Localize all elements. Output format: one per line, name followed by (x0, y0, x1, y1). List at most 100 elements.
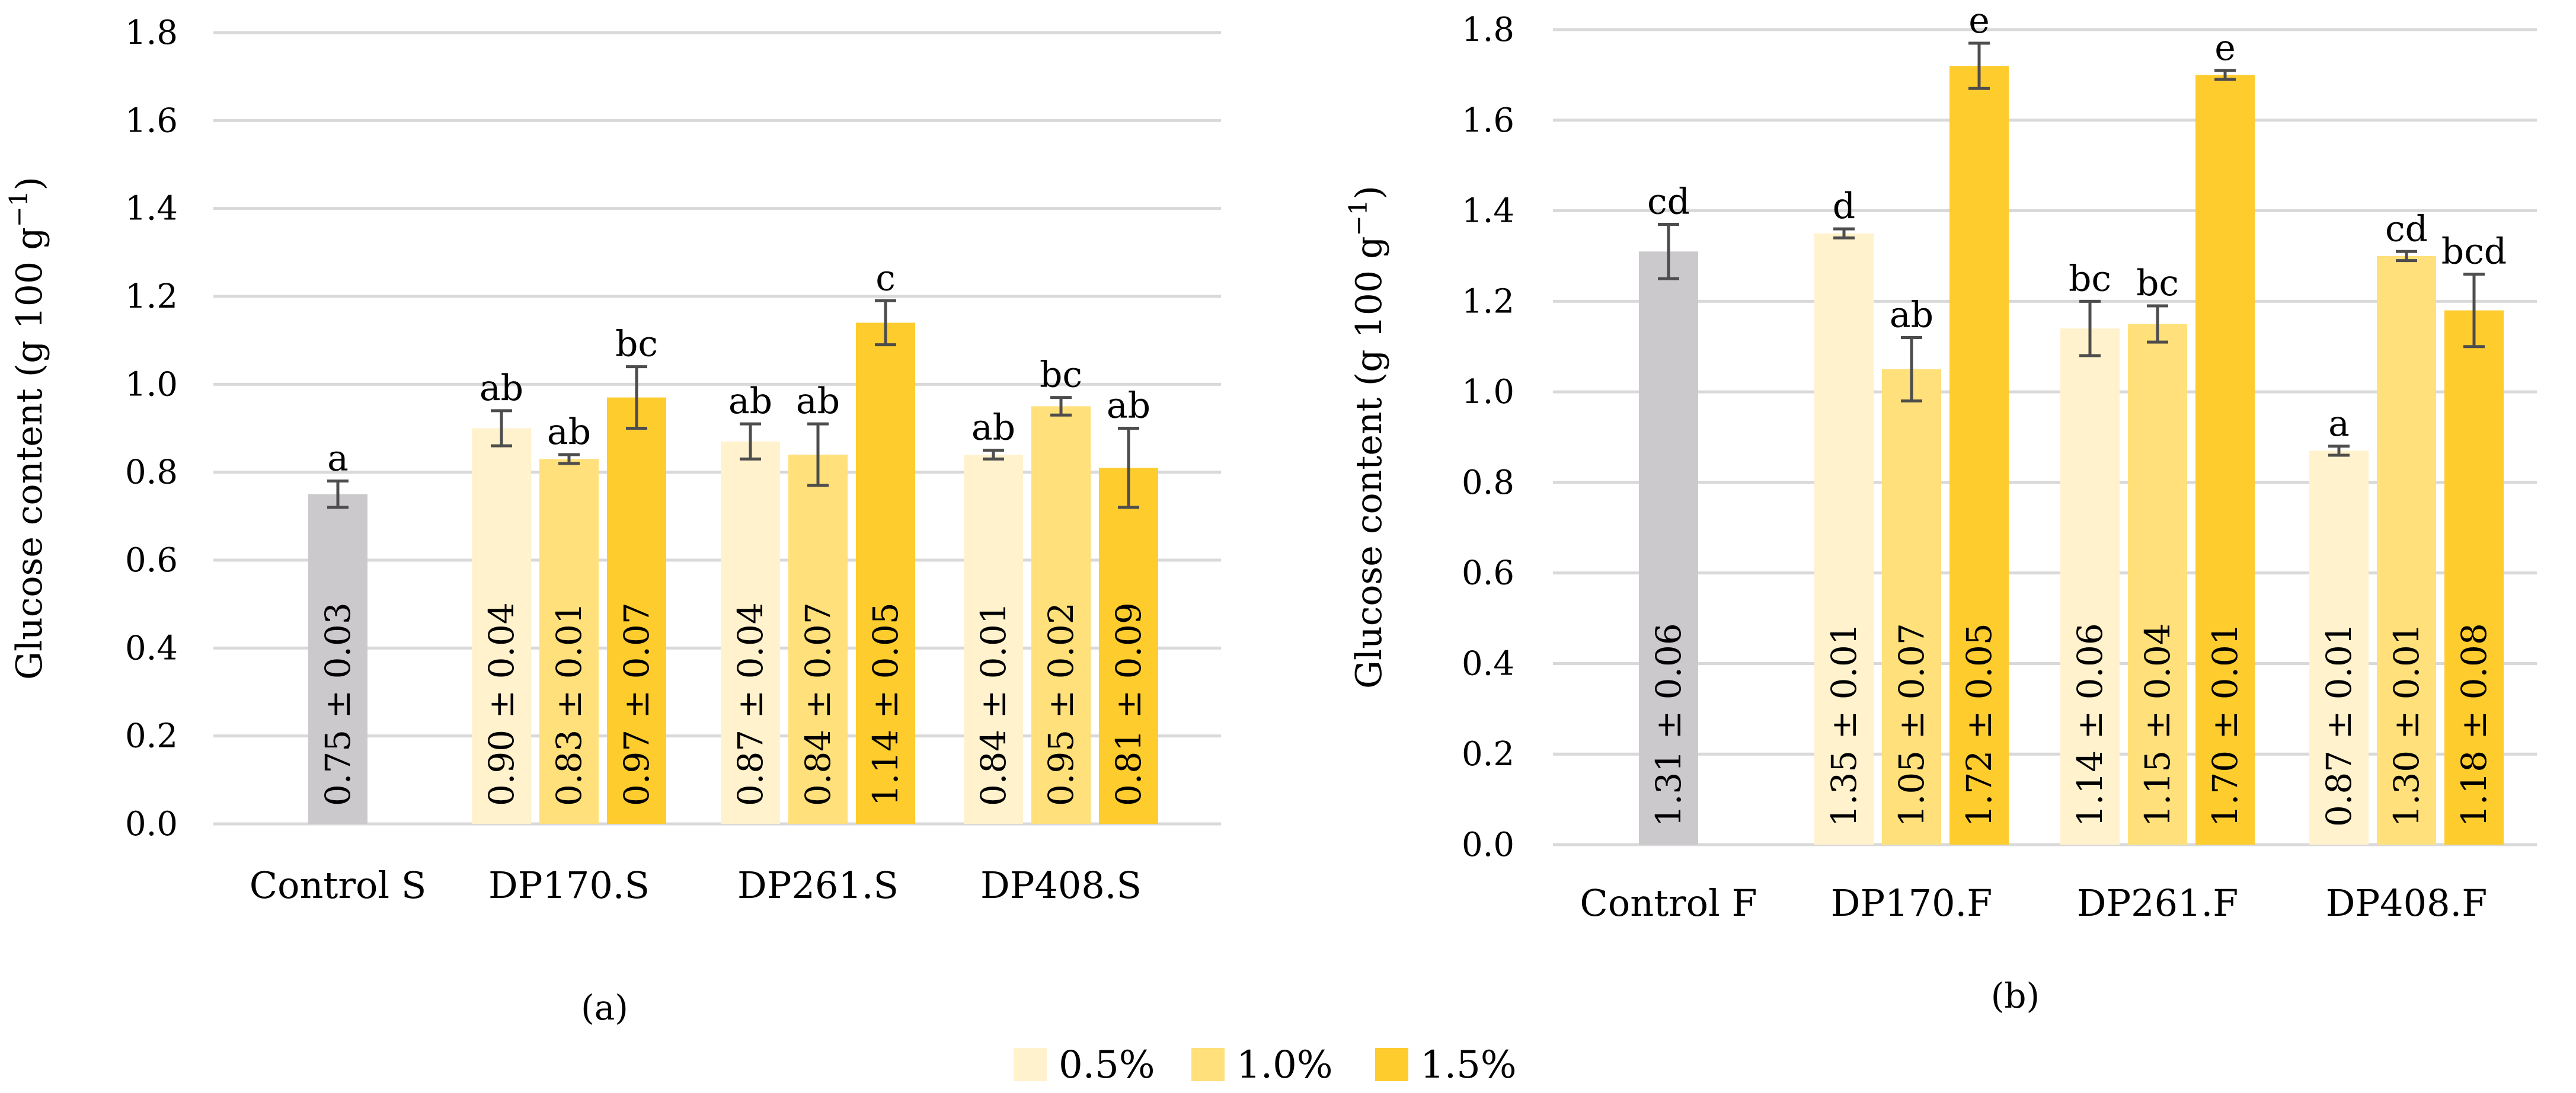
bar-value-label: 1.35 ± 0.01 (1824, 623, 1864, 827)
significance-letter: bc (615, 324, 658, 365)
bar (2309, 450, 2369, 845)
chart-panel-a: 0.0 0.2 0.4 0.6 0.8 1.0 1.2 1.4 1.6 1.8 Glucose co… (4, 14, 1221, 1028)
y-tick-label: 1.2 (125, 277, 178, 316)
significance-letter: bcd (2441, 231, 2507, 273)
bar-value-label: 1.72 ± 0.05 (1959, 623, 1999, 827)
y-tick-label: 1.6 (1462, 101, 1514, 140)
x-category-label: Control S (250, 864, 427, 907)
significance-letter: e (1968, 0, 1990, 41)
y-tick-label: 0.0 (1462, 826, 1514, 864)
bar (2195, 75, 2255, 845)
y-axis-label: Glucose content (g 100 g−1) (4, 177, 50, 680)
legend: 0.5% 1.0% 1.5% (1014, 1043, 1517, 1087)
bar-value-label: 0.95 ± 0.02 (1041, 602, 1081, 806)
y-tick-label: 1.2 (1462, 282, 1514, 321)
bar-value-label: 0.84 ± 0.01 (973, 602, 1014, 806)
significance-letter: a (327, 438, 349, 480)
bar-value-label: 0.83 ± 0.01 (549, 602, 589, 806)
bar-value-label: 0.84 ± 0.07 (798, 602, 838, 806)
y-tick-label: 0.0 (125, 805, 178, 843)
panel-label: (b) (1991, 976, 2040, 1016)
error-bar (2328, 445, 2350, 457)
y-axis-label-text: Glucose content (g 100 g (9, 227, 50, 680)
legend-swatch (1014, 1048, 1047, 1081)
significance-letter: ab (971, 407, 1015, 449)
significance-letter: ab (480, 367, 523, 409)
error-bar (2463, 273, 2485, 349)
bar (1099, 468, 1158, 824)
error-bar (740, 422, 761, 461)
y-axis-label: Glucose content (g 100 g−1) (1344, 186, 1390, 689)
significance-letter: cd (1647, 181, 1690, 222)
y-tick-label: 1.8 (125, 14, 178, 52)
x-category-label: DP170.S (488, 864, 650, 907)
bar-value-label: 1.31 ± 0.06 (1648, 623, 1689, 827)
bar (607, 397, 666, 824)
bar (1814, 233, 1874, 845)
y-tick-label: 0.6 (1462, 554, 1514, 593)
bar-value-label: 0.90 ± 0.04 (481, 602, 522, 806)
x-category-label: DP408.F (2326, 881, 2488, 925)
y-tick-label: 1.4 (125, 190, 178, 228)
x-category-label: DP408.S (980, 864, 1142, 907)
y-axis-label-close: ) (9, 177, 50, 190)
bar (1639, 251, 1698, 845)
bar (2128, 324, 2187, 845)
y-axis-label-close: ) (1348, 186, 1390, 199)
x-category-label: Control F (1580, 881, 1757, 925)
bar (308, 494, 367, 824)
significance-letter: cd (2385, 208, 2428, 250)
error-bar (807, 422, 829, 487)
x-category-label: DP261.S (737, 864, 899, 907)
y-tick-label: 1.4 (1462, 192, 1514, 231)
significance-letter: d (1833, 186, 1855, 227)
y-axis-label-superscript: −1 (1344, 199, 1373, 236)
bar-value-label: 1.18 ± 0.08 (2454, 623, 2494, 827)
y-axis-label-text: Glucose content (g 100 g (1348, 236, 1390, 689)
y-axis-label-superscript: −1 (4, 190, 33, 227)
bar-value-label: 1.30 ± 0.01 (2386, 623, 2427, 827)
significance-letter: ab (796, 381, 840, 422)
x-category-label: DP261.F (2077, 881, 2239, 925)
significance-letter: e (2214, 27, 2236, 69)
error-bar (626, 365, 647, 430)
error-bar (327, 480, 349, 509)
legend-swatch (1375, 1048, 1408, 1081)
bar (2060, 328, 2120, 845)
bar-value-label: 0.87 ± 0.04 (730, 602, 771, 806)
y-tick-label: 0.8 (125, 453, 178, 492)
bar (788, 455, 848, 824)
error-bar (2396, 250, 2417, 263)
bar-value-label: 0.81 ± 0.09 (1108, 602, 1149, 806)
legend-label: 1.5% (1420, 1043, 1517, 1087)
bar-value-label: 1.05 ± 0.07 (1891, 623, 1932, 827)
y-tick-label: 0.4 (125, 629, 178, 667)
significance-letter: a (2328, 403, 2350, 445)
significance-letter: ab (728, 381, 772, 422)
bar-value-label: 0.75 ± 0.03 (318, 602, 358, 806)
bar-value-label: 1.14 ± 0.06 (2070, 623, 2110, 827)
error-bar (1968, 41, 1990, 90)
bar (2444, 310, 2504, 845)
error-bar (1901, 335, 1922, 402)
significance-letter: ab (1107, 385, 1150, 427)
error-bar (875, 299, 896, 347)
x-category-label: DP170.F (1831, 881, 1993, 925)
bar (1031, 406, 1091, 824)
bar-value-label: 1.70 ± 0.01 (2205, 623, 2245, 827)
bar (1882, 369, 1941, 845)
y-tick-label: 0.6 (125, 541, 178, 580)
error-bar (558, 453, 580, 465)
error-bar (1118, 427, 1139, 509)
error-bar (2214, 69, 2236, 81)
error-bar (2147, 304, 2168, 344)
legend-label: 1.0% (1236, 1043, 1333, 1087)
error-bar (491, 409, 512, 448)
bar (539, 459, 599, 824)
error-bar (1658, 222, 1679, 280)
y-tick-label: 0.8 (1462, 464, 1514, 502)
legend-swatch (1191, 1048, 1225, 1081)
error-bar (2079, 299, 2101, 357)
y-tick-label: 1.0 (125, 365, 178, 404)
y-tick-label: 1.0 (1462, 373, 1514, 411)
